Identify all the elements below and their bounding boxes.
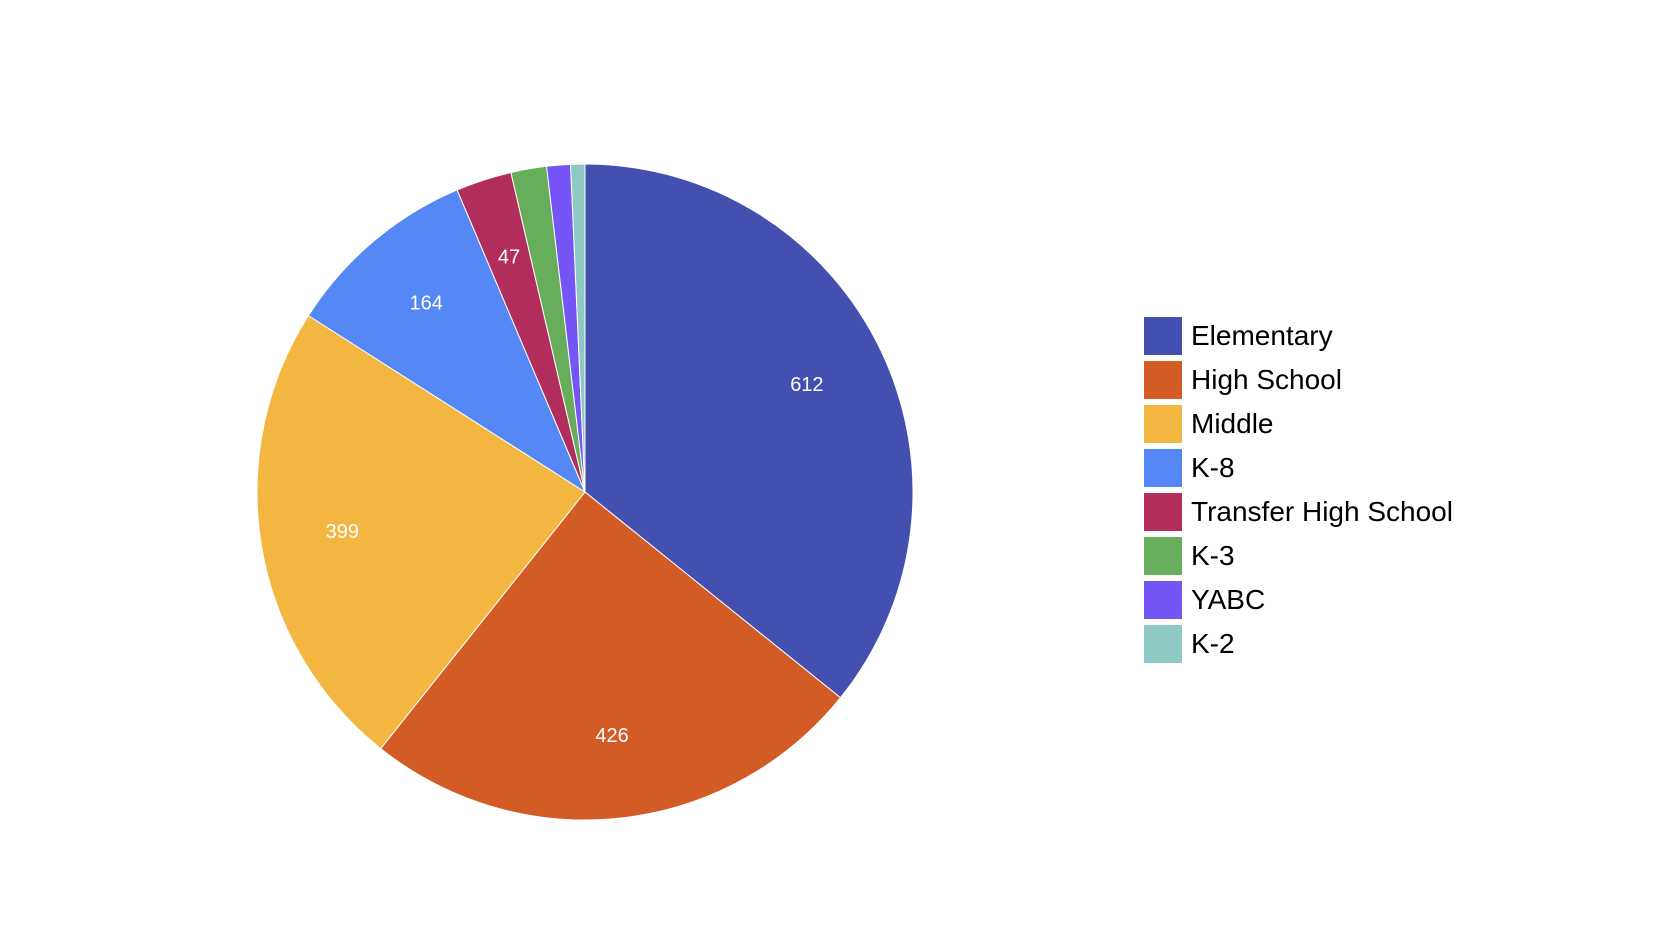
legend-item-middle: Middle xyxy=(1144,402,1664,446)
legend-item-k-2: K-2 xyxy=(1144,622,1664,666)
legend-label: K-3 xyxy=(1191,540,1235,571)
slice-value-label: 164 xyxy=(409,292,442,314)
pie-slice-middle xyxy=(256,314,586,750)
legend-item-elementary: Elementary xyxy=(1144,314,1664,358)
slice-value-label: 612 xyxy=(790,374,823,396)
legend-swatch xyxy=(1144,493,1182,531)
legend-label: Middle xyxy=(1191,408,1274,439)
legend-label: High School xyxy=(1191,364,1342,395)
legend-item-transfer-high-school: Transfer High School xyxy=(1144,490,1664,534)
slice-value-label: 426 xyxy=(595,725,628,747)
legend-swatch xyxy=(1144,625,1182,663)
legend-swatch xyxy=(1144,405,1182,443)
slice-value-label: 47 xyxy=(498,246,520,268)
legend-label: Transfer High School xyxy=(1191,496,1453,527)
pie-slice-k-2 xyxy=(570,163,586,493)
legend-swatch xyxy=(1144,361,1182,399)
legend-label: YABC xyxy=(1191,584,1266,615)
legend-swatch xyxy=(1144,449,1182,487)
legend-label: Elementary xyxy=(1191,320,1333,351)
legend-swatch xyxy=(1144,581,1182,619)
legend-swatch xyxy=(1144,317,1182,355)
legend: Elementary High School Middle K-8 Transf… xyxy=(1144,314,1664,666)
legend-swatch xyxy=(1144,537,1182,575)
legend-item-yabc: YABC xyxy=(1144,578,1664,622)
pie-slice-k-8 xyxy=(307,189,587,494)
legend-item-k-3: K-3 xyxy=(1144,534,1664,578)
pie-slice-high-school xyxy=(379,491,842,821)
legend-label: K-8 xyxy=(1191,452,1235,483)
slice-value-label: 399 xyxy=(326,521,359,543)
legend-label: K-2 xyxy=(1191,628,1235,659)
legend-item-k-8: K-8 xyxy=(1144,446,1664,490)
legend-item-high-school: High School xyxy=(1144,358,1664,402)
pie-slice-elementary xyxy=(584,163,914,699)
